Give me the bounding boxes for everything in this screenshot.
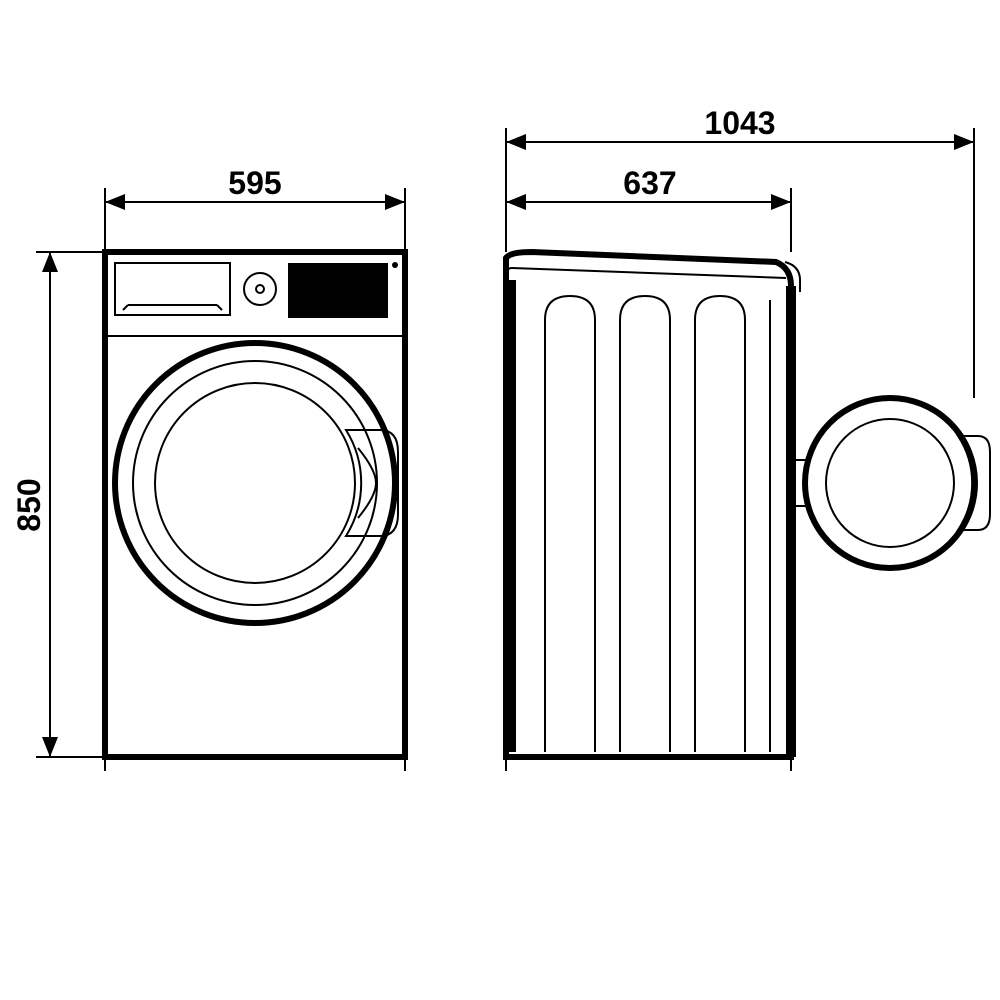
dim-height-label: 850: [11, 478, 47, 531]
control-panel: [105, 262, 405, 336]
display-panel: [288, 263, 388, 318]
dim-height: 850: [11, 252, 105, 757]
technical-drawing: 595 850: [0, 0, 1000, 1000]
program-dial: [244, 273, 276, 305]
front-view: 595 850: [11, 165, 405, 771]
front-door: [115, 343, 398, 623]
open-door: [796, 398, 990, 568]
detergent-drawer: [115, 263, 230, 315]
side-ribs: [545, 296, 770, 752]
front-body: [105, 252, 405, 757]
dim-width-label: 595: [228, 165, 281, 201]
dim-depth-open-label: 1043: [704, 105, 775, 141]
screw-dot: [392, 262, 398, 268]
side-view: 1043 637: [506, 105, 990, 771]
side-body: [506, 252, 800, 757]
dim-depth-label: 637: [623, 165, 676, 201]
dim-width: 595: [105, 165, 405, 252]
dim-depth: 637: [506, 165, 791, 252]
